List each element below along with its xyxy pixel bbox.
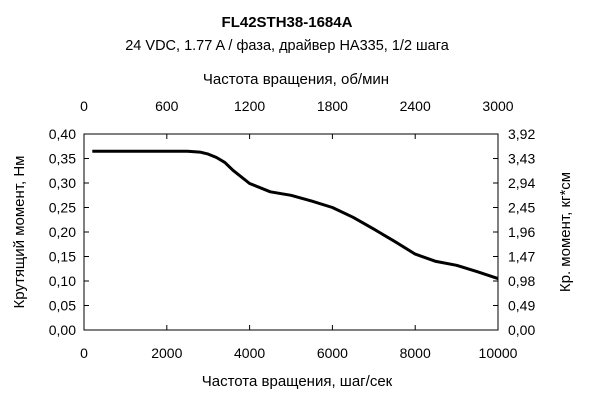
chart-subtitle: 24 VDC, 1.77 A / фаза, драйвер HA335, 1/… bbox=[125, 38, 449, 54]
x-bottom-tick-label: 6000 bbox=[317, 345, 348, 361]
y-left-tick-label: 0,05 bbox=[49, 298, 76, 314]
y-left-tick-label: 0,30 bbox=[49, 175, 76, 191]
top-axis-label: Частота вращения, об/мин bbox=[203, 71, 389, 88]
x-bottom-tick-label: 4000 bbox=[234, 345, 265, 361]
x-bottom-tick-label: 10000 bbox=[479, 345, 518, 361]
y-right-tick-label: 2,94 bbox=[508, 175, 535, 191]
y-right-tick-label: 1,96 bbox=[508, 224, 535, 240]
y-right-tick-label: 3,43 bbox=[508, 151, 535, 167]
plot-frame bbox=[83, 133, 499, 331]
y-left-tick-label: 0,00 bbox=[49, 322, 76, 338]
y-left-tick-label: 0,40 bbox=[49, 126, 76, 142]
y-right-tick-label: 2,45 bbox=[508, 200, 535, 216]
y-left-tick-label: 0,15 bbox=[49, 249, 76, 265]
x-top-tick-label: 2400 bbox=[400, 98, 431, 114]
x-bottom-tick-label: 2000 bbox=[151, 345, 182, 361]
x-bottom-tick-label: 8000 bbox=[400, 345, 431, 361]
x-top-tick-label: 3000 bbox=[482, 98, 513, 114]
right-axis-label: Кр. момент, кг*см bbox=[557, 172, 574, 292]
torque-curve bbox=[92, 149, 499, 281]
chart-title: FL42STH38-1684A bbox=[222, 14, 353, 31]
series-layer bbox=[92, 149, 499, 281]
left-axis-label: Крутящий момент, Нм bbox=[11, 156, 28, 309]
y-left-tick-label: 0,20 bbox=[49, 224, 76, 240]
ticks-layer: 0 2000 4000 6000 8000 10000 0 600 1200 1800 2400 30… bbox=[49, 98, 536, 361]
x-top-tick-label: 0 bbox=[80, 98, 88, 114]
x-top-tick-label: 1200 bbox=[234, 98, 265, 114]
y-right-tick-label: 0,49 bbox=[508, 298, 535, 314]
x-top-tick-label: 600 bbox=[155, 98, 179, 114]
y-left-tick-label: 0,35 bbox=[49, 151, 76, 167]
y-right-tick-label: 3,92 bbox=[508, 126, 535, 142]
y-right-tick-label: 0,00 bbox=[508, 322, 535, 338]
y-left-tick-label: 0,25 bbox=[49, 200, 76, 216]
y-right-tick-label: 0,98 bbox=[508, 273, 535, 289]
x-top-tick-label: 1800 bbox=[317, 98, 348, 114]
bottom-axis-label: Частота вращения, шаг/сек bbox=[202, 373, 393, 390]
y-right-tick-label: 1,47 bbox=[508, 249, 535, 265]
y-left-tick-label: 0,10 bbox=[49, 273, 76, 289]
x-bottom-tick-label: 0 bbox=[80, 345, 88, 361]
